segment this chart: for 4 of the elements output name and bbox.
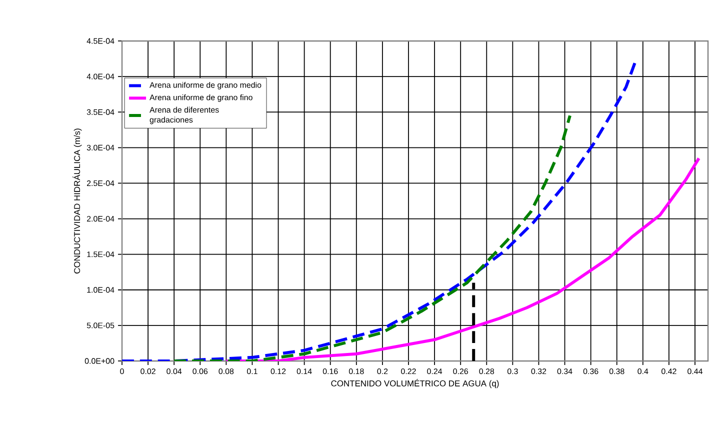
line-series [224,156,700,361]
x-axis-title: CONTENIDO VOLUMÉTRICO DE AGUA (q) [331,378,499,388]
line-series [122,60,637,361]
y-axis-title: CONDUCTIVIDAD HIDRÁULICA (m/s) [72,128,82,274]
